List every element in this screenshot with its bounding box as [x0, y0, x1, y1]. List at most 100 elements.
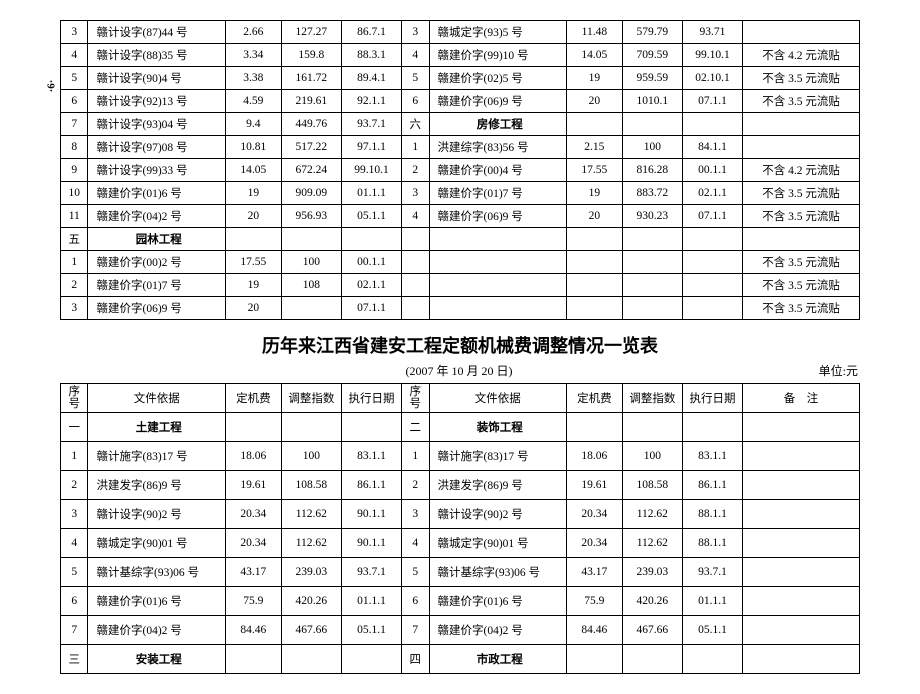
table-cell: 赣城定字(90)01 号	[88, 529, 225, 558]
table-cell: 420.26	[622, 587, 682, 616]
table-row: 5赣计设字(90)4 号3.38161.7289.4.15赣建价字(02)5 号…	[61, 67, 860, 90]
table-cell: 01.1.1	[682, 587, 742, 616]
table-cell	[743, 500, 860, 529]
table-cell	[743, 616, 860, 645]
table-cell: 2	[61, 274, 88, 297]
table-cell: 92.1.1	[341, 90, 401, 113]
table-header-cell: 备 注	[743, 384, 860, 413]
table-cell: 赣建价字(04)2 号	[88, 205, 225, 228]
table-cell	[743, 228, 860, 251]
table-cell: 11	[61, 205, 88, 228]
table-cell: 不含 3.5 元流贴	[743, 67, 860, 90]
table-cell: 赣计设字(90)2 号	[88, 500, 225, 529]
table-cell	[743, 645, 860, 674]
table-cell: 5	[402, 558, 429, 587]
table-header-cell: 序号	[402, 384, 429, 413]
table-cell: 90.1.1	[341, 529, 401, 558]
table-cell: 100	[622, 136, 682, 159]
table-cell: 不含 4.2 元流贴	[743, 44, 860, 67]
table-cell: 02.10.1	[682, 67, 742, 90]
table-cell: 07.1.1	[682, 90, 742, 113]
table-cell	[566, 413, 622, 442]
table-cell: 517.22	[281, 136, 341, 159]
table-row: 一土建工程二装饰工程	[61, 413, 860, 442]
table-cell: 赣建价字(04)2 号	[88, 616, 225, 645]
table-cell: 5	[402, 67, 429, 90]
table-cell: 赣计设字(92)13 号	[88, 90, 225, 113]
section-title: 历年来江西省建安工程定额机械费调整情况一览表	[60, 332, 860, 358]
table-cell	[743, 587, 860, 616]
subtitle-date: (2007 年 10 月 20 日)	[140, 362, 778, 379]
table-row: 三安装工程四市政工程	[61, 645, 860, 674]
table-cell: 19	[566, 182, 622, 205]
table-cell: 赣建价字(00)2 号	[88, 251, 225, 274]
table-cell: 108.58	[622, 471, 682, 500]
table-header-cell: 执行日期	[682, 384, 742, 413]
table-cell	[429, 228, 566, 251]
table-cell: 86.7.1	[341, 21, 401, 44]
table-cell: 3	[402, 182, 429, 205]
table-row: 8赣计设字(97)08 号10.81517.2297.1.11洪建综字(83)5…	[61, 136, 860, 159]
table-cell: 19	[225, 274, 281, 297]
table-cell: 816.28	[622, 159, 682, 182]
table-cell: 00.1.1	[682, 159, 742, 182]
table-cell: 赣计设字(90)2 号	[429, 500, 566, 529]
table-cell: 05.1.1	[341, 205, 401, 228]
table-cell: 467.66	[281, 616, 341, 645]
table-cell: 00.1.1	[341, 251, 401, 274]
subtitle-unit: 单位:元	[778, 362, 860, 379]
table-cell: 五	[61, 228, 88, 251]
table-cell	[743, 471, 860, 500]
table-cell: 05.1.1	[682, 616, 742, 645]
table-row: 6赣建价字(01)6 号75.9420.2601.1.16赣建价字(01)6 号…	[61, 587, 860, 616]
table-cell: 10	[61, 182, 88, 205]
table-cell: 不含 3.5 元流贴	[743, 251, 860, 274]
subtitle-row: (2007 年 10 月 20 日) 单位:元	[60, 362, 860, 379]
table-cell: 17.55	[566, 159, 622, 182]
table-cell: 100	[281, 442, 341, 471]
table-cell	[622, 645, 682, 674]
table-cell: 19.61	[566, 471, 622, 500]
table-cell	[402, 251, 429, 274]
table-cell: 赣建价字(06)9 号	[88, 297, 225, 320]
table-cell: 18.06	[225, 442, 281, 471]
table-cell: 99.10.1	[341, 159, 401, 182]
table-cell: 93.71	[682, 21, 742, 44]
table-row: 5赣计基综字(93)06 号43.17239.0393.7.15赣计基综字(93…	[61, 558, 860, 587]
table-cell: 420.26	[281, 587, 341, 616]
table-cell: 土建工程	[88, 413, 225, 442]
table-cell: 20.34	[566, 500, 622, 529]
table-cell: 赣建价字(01)7 号	[88, 274, 225, 297]
table-cell: 6	[402, 587, 429, 616]
table-upper: 3赣计设字(87)44 号2.66127.2786.7.13赣城定字(93)5 …	[60, 20, 860, 320]
table-cell: 房修工程	[429, 113, 566, 136]
table-header-row: 序号文件依据定机费调整指数执行日期序号文件依据定机费调整指数执行日期备 注	[61, 384, 860, 413]
table-cell: 装饰工程	[429, 413, 566, 442]
table-cell	[566, 274, 622, 297]
table-cell: 88.1.1	[682, 500, 742, 529]
table-row: 3赣计设字(90)2 号20.34112.6290.1.13赣计设字(90)2 …	[61, 500, 860, 529]
table-cell: 3	[402, 21, 429, 44]
table-cell: 赣建价字(01)6 号	[88, 182, 225, 205]
table-cell	[682, 413, 742, 442]
table-cell: 883.72	[622, 182, 682, 205]
table-row: 1赣计施字(83)17 号18.0610083.1.11赣计施字(83)17 号…	[61, 442, 860, 471]
table-cell: 园林工程	[88, 228, 225, 251]
table-cell: 108	[281, 274, 341, 297]
table-cell	[622, 274, 682, 297]
table-cell: 赣计设字(97)08 号	[88, 136, 225, 159]
table-cell: 赣建价字(04)2 号	[429, 616, 566, 645]
table-cell: 赣计设字(88)35 号	[88, 44, 225, 67]
table-cell: 467.66	[622, 616, 682, 645]
table-cell: 1	[402, 136, 429, 159]
table-cell: 19	[225, 182, 281, 205]
table-cell: 239.03	[622, 558, 682, 587]
table-cell: 20.34	[225, 529, 281, 558]
table-cell	[429, 251, 566, 274]
table-cell: 1010.1	[622, 90, 682, 113]
table-cell: 4	[402, 44, 429, 67]
table-cell: 洪建发字(86)9 号	[429, 471, 566, 500]
table-lower: 序号文件依据定机费调整指数执行日期序号文件依据定机费调整指数执行日期备 注一土建…	[60, 383, 860, 674]
table-cell	[281, 297, 341, 320]
table-cell: 97.1.1	[341, 136, 401, 159]
